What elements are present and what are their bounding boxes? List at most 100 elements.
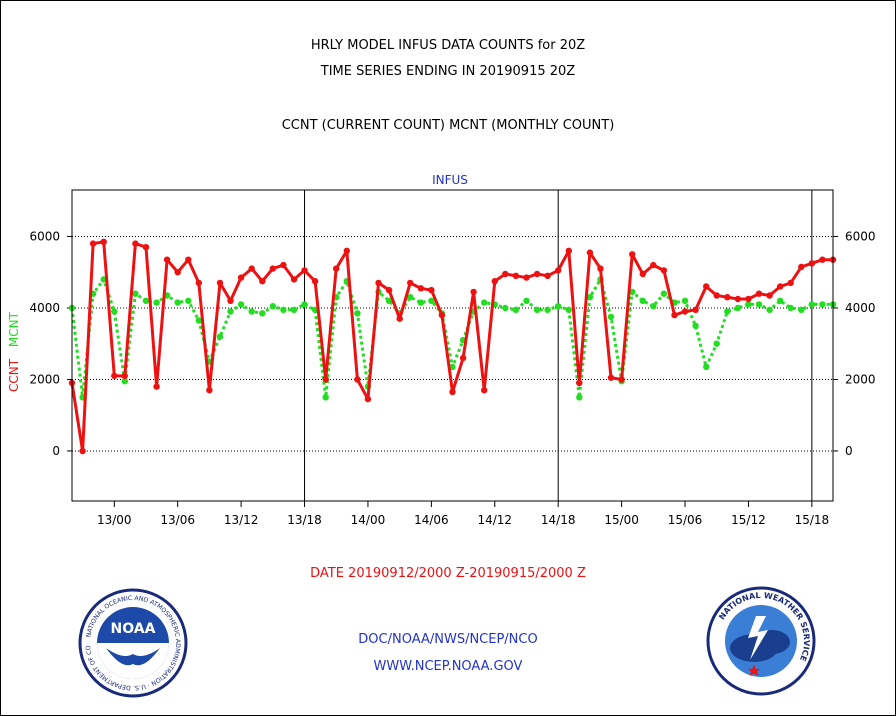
data-point-mcnt — [576, 394, 583, 401]
data-point-ccnt — [301, 267, 308, 274]
y-tick-label: 2000 — [29, 372, 60, 386]
data-point-ccnt — [259, 278, 266, 285]
data-point-mcnt — [544, 306, 551, 313]
data-point-ccnt — [586, 249, 594, 256]
data-point-mcnt — [533, 306, 541, 313]
data-point-mcnt — [703, 363, 710, 371]
data-point-ccnt — [79, 447, 86, 455]
x-tick-label: 13/00 — [97, 513, 132, 527]
x-tick-label: 13/12 — [224, 513, 259, 527]
data-point-mcnt — [777, 297, 784, 304]
data-point-mcnt — [142, 297, 150, 304]
data-point-mcnt — [819, 301, 826, 308]
data-point-ccnt — [111, 372, 118, 380]
data-point-mcnt — [692, 322, 699, 329]
series-line-ccnt — [70, 240, 833, 453]
data-point-mcnt — [798, 306, 805, 313]
data-point-ccnt — [607, 374, 615, 381]
data-point-ccnt — [269, 265, 276, 272]
data-point-ccnt — [650, 261, 657, 269]
data-point-ccnt — [343, 247, 350, 254]
data-point-ccnt — [544, 272, 551, 279]
data-point-mcnt — [121, 378, 128, 385]
x-tick-label: 14/18 — [541, 513, 576, 527]
data-point-ccnt — [618, 376, 625, 383]
y-tick-label: 6000 — [29, 229, 60, 243]
y-tick-label: 4000 — [29, 301, 60, 315]
data-point-ccnt — [449, 388, 456, 396]
data-point-ccnt — [163, 256, 171, 263]
data-point-ccnt — [132, 240, 139, 247]
data-point-mcnt — [385, 297, 393, 304]
data-point-ccnt — [216, 279, 224, 287]
data-point-ccnt — [89, 240, 97, 247]
data-point-ccnt — [121, 372, 128, 380]
data-point-ccnt — [280, 261, 287, 269]
website-link[interactable]: WWW.NCEP.NOAA.GOV — [373, 659, 523, 674]
data-point-ccnt — [512, 272, 520, 279]
data-point-mcnt — [354, 310, 361, 317]
data-point-ccnt — [533, 270, 541, 278]
data-point-mcnt — [660, 290, 668, 297]
data-point-mcnt — [227, 308, 234, 315]
y-label-ccnt: CCNT — [7, 358, 21, 392]
chart-title-line2: TIME SERIES ENDING IN 20190915 20Z — [320, 64, 576, 79]
data-point-mcnt — [502, 304, 509, 312]
y-tick-label: 0 — [52, 444, 60, 458]
y-axis-label: CCNT MCNT — [7, 311, 21, 392]
nws-logo: NATIONAL WEATHER SERVICE — [706, 586, 816, 696]
data-point-mcnt — [407, 294, 414, 301]
data-point-ccnt — [237, 274, 245, 281]
x-tick-label: 15/12 — [731, 513, 766, 527]
y-tick-label-right: 4000 — [845, 301, 876, 315]
date-range: DATE 20190912/2000 Z-20190915/2000 Z — [310, 566, 586, 581]
data-point-mcnt — [808, 301, 816, 308]
data-point-ccnt — [311, 278, 319, 285]
x-tick-label: 13/06 — [160, 513, 195, 527]
data-point-ccnt — [407, 279, 414, 287]
data-point-ccnt — [745, 295, 752, 303]
data-point-mcnt — [734, 304, 742, 312]
data-point-mcnt — [681, 297, 689, 304]
plot-border — [71, 189, 834, 502]
data-point-mcnt — [745, 301, 752, 308]
data-point-ccnt — [777, 283, 784, 290]
chart-title-line1: HRLY MODEL INFUS DATA COUNTS for 20Z — [310, 38, 586, 53]
data-point-ccnt — [734, 295, 742, 303]
data-point-ccnt — [713, 292, 720, 299]
data-point-ccnt — [100, 238, 107, 245]
y-tick-label-right: 0 — [845, 444, 853, 458]
data-point-ccnt — [185, 256, 192, 263]
x-tick-label: 14/00 — [351, 513, 386, 527]
data-point-ccnt — [153, 383, 160, 390]
data-point-ccnt — [808, 260, 816, 267]
data-point-mcnt — [280, 306, 287, 313]
data-point-ccnt — [671, 311, 678, 319]
data-point-ccnt — [195, 279, 202, 287]
data-point-mcnt — [481, 299, 488, 306]
data-point-ccnt — [396, 315, 403, 322]
data-point-ccnt — [385, 286, 393, 294]
data-point-mcnt — [237, 301, 245, 308]
data-point-ccnt — [639, 270, 646, 278]
data-point-ccnt — [724, 294, 731, 301]
x-tick-label: 13/18 — [287, 513, 322, 527]
data-point-ccnt — [787, 279, 794, 287]
data-point-ccnt — [491, 278, 498, 285]
data-point-ccnt — [703, 283, 710, 290]
data-point-ccnt — [819, 256, 826, 263]
data-point-mcnt — [755, 301, 763, 308]
data-point-ccnt — [290, 276, 298, 283]
data-point-mcnt — [555, 303, 562, 310]
data-point-mcnt — [586, 294, 594, 301]
data-point-ccnt — [333, 265, 340, 272]
chart-subtitle: CCNT (CURRENT COUNT) MCNT (MONTHLY COUNT… — [281, 118, 615, 133]
data-point-ccnt — [375, 279, 382, 287]
data-point-ccnt — [417, 285, 424, 292]
data-point-mcnt — [259, 310, 266, 317]
data-point-mcnt — [523, 297, 530, 304]
data-point-mcnt — [216, 333, 224, 340]
x-tick-label: 15/00 — [604, 513, 639, 527]
data-point-ccnt — [681, 308, 689, 315]
data-point-ccnt — [470, 288, 477, 296]
